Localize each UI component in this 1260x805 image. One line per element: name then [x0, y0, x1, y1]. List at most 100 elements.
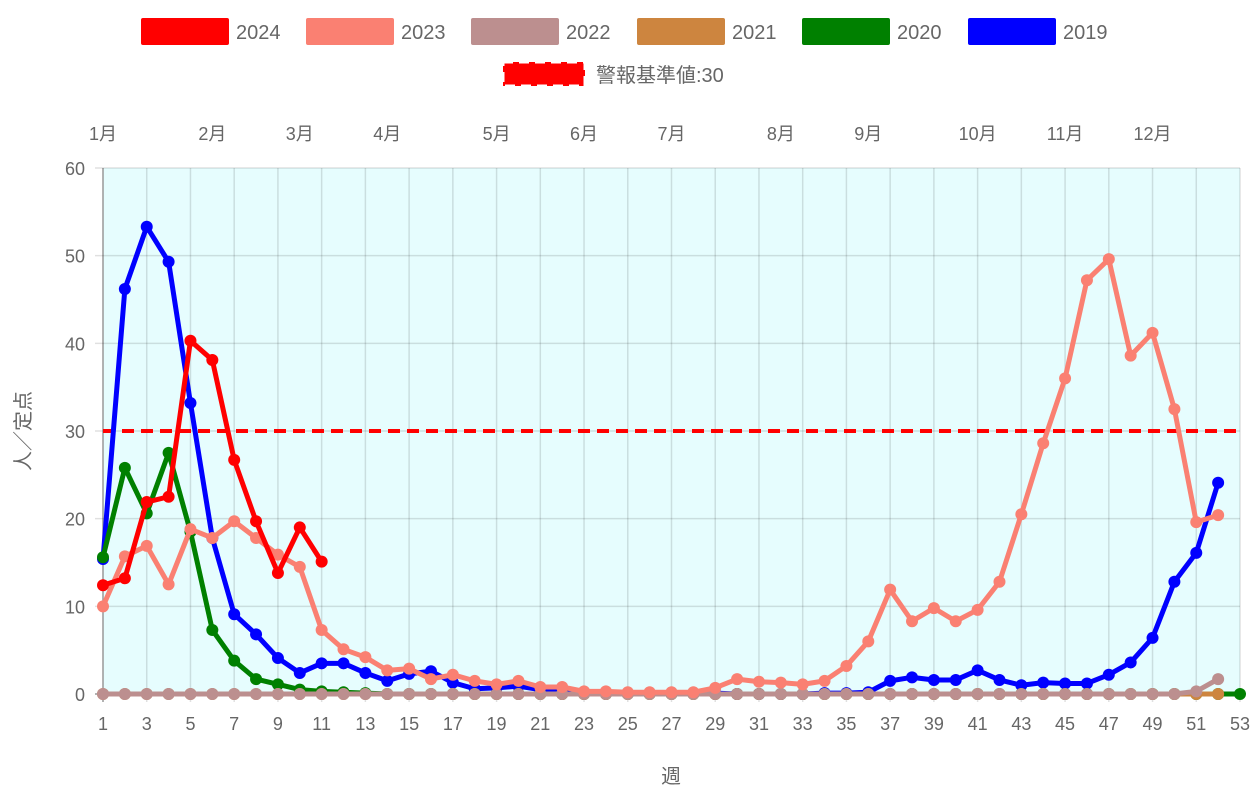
data-point-2022	[906, 688, 919, 700]
data-point-2022	[512, 688, 525, 700]
data-point-2019	[993, 673, 1006, 686]
legend-item-2019: 2019	[968, 18, 1108, 45]
data-point-2019	[1059, 677, 1072, 690]
data-point-2020	[271, 678, 284, 691]
data-point-2023	[184, 523, 197, 536]
data-point-2020	[228, 654, 241, 667]
legend-swatch	[802, 18, 890, 45]
data-point-2023	[884, 583, 897, 596]
data-point-2024	[140, 496, 153, 509]
data-point-2023	[599, 685, 612, 698]
data-point-2019	[1037, 676, 1050, 689]
data-point-2023	[97, 600, 109, 613]
y-tick-label: 30	[65, 422, 85, 442]
data-point-2022	[381, 688, 394, 700]
data-point-2023	[381, 664, 394, 677]
data-point-2024	[206, 353, 219, 366]
data-point-2024	[97, 579, 109, 592]
data-point-2023	[1168, 403, 1181, 416]
data-point-2022	[927, 688, 940, 700]
data-point-2019	[949, 673, 962, 686]
x-tick-label: 49	[1143, 714, 1163, 734]
data-point-2024	[271, 567, 284, 580]
data-point-2023	[337, 643, 350, 656]
data-point-2023	[731, 673, 744, 686]
data-point-2019	[315, 657, 328, 670]
data-point-2023	[1212, 509, 1225, 522]
data-point-2023	[424, 673, 437, 686]
data-point-2022	[818, 688, 831, 700]
x-tick-label: 37	[880, 714, 900, 734]
month-label: 3月	[286, 124, 314, 144]
x-tick-label: 33	[793, 714, 813, 734]
data-point-2023	[1037, 437, 1050, 450]
data-point-2019	[162, 255, 175, 268]
data-point-2022	[840, 688, 853, 700]
data-point-2022	[1168, 688, 1181, 700]
data-point-2022	[271, 688, 284, 700]
data-point-2019	[1080, 677, 1093, 690]
data-point-2020	[118, 461, 131, 474]
x-tick-label: 5	[185, 714, 195, 734]
legend-swatch	[471, 18, 559, 45]
data-point-2023	[752, 675, 765, 688]
data-point-2022	[228, 688, 241, 700]
data-point-2024	[315, 555, 328, 568]
data-point-2019	[1124, 656, 1137, 669]
series-2023	[97, 253, 1225, 699]
month-label: 2月	[198, 124, 226, 144]
legend-label: 2022	[566, 22, 611, 44]
data-point-2023	[534, 680, 547, 693]
y-tick-label: 40	[65, 334, 85, 354]
data-point-2023	[643, 686, 656, 699]
data-point-2021	[1212, 688, 1225, 700]
data-point-2023	[556, 680, 569, 693]
data-point-2022	[993, 688, 1006, 700]
data-point-2024	[162, 490, 175, 503]
data-point-2023	[315, 624, 328, 637]
legend-item-2022: 2022	[471, 18, 611, 45]
data-point-2019	[293, 666, 306, 679]
month-label: 10月	[959, 124, 997, 144]
x-tick-label: 19	[487, 714, 507, 734]
legend-label: 2023	[401, 22, 446, 44]
month-label: 6月	[570, 124, 598, 144]
data-point-2019	[337, 657, 350, 670]
legend-swatch	[501, 60, 587, 88]
data-point-2023	[1190, 516, 1203, 529]
data-point-2020	[1234, 688, 1246, 700]
data-point-2022	[315, 688, 328, 700]
x-tick-label: 39	[924, 714, 944, 734]
data-point-2024	[250, 515, 263, 528]
data-point-2022	[162, 688, 175, 700]
data-point-2023	[687, 686, 700, 699]
data-point-2019	[927, 673, 940, 686]
data-point-2022	[731, 688, 744, 700]
data-point-2022	[1102, 688, 1115, 700]
x-tick-label: 31	[749, 714, 769, 734]
data-point-2023	[228, 515, 241, 528]
legend-item-2023: 2023	[306, 18, 446, 45]
legend: 2024 2023 2022 2021 2020 2019 警報基準値:30	[141, 18, 1108, 88]
data-point-2022	[293, 688, 306, 700]
data-point-2023	[796, 678, 809, 691]
month-label: 11月	[1047, 124, 1084, 144]
data-point-2022	[949, 688, 962, 700]
data-point-2019	[359, 666, 372, 679]
axes: 1 3 5 7 9 11 13 15 17 19 21 23 25 27 29 31 33 35 37 39 41 43 4…	[65, 124, 1250, 734]
month-label: 4月	[373, 124, 401, 144]
month-label: 7月	[657, 124, 685, 144]
data-point-2019	[381, 674, 394, 687]
data-point-2022	[250, 688, 263, 700]
data-point-2023	[1146, 326, 1159, 339]
data-point-2023	[140, 539, 153, 552]
x-tick-label: 43	[1011, 714, 1031, 734]
data-point-2023	[1124, 349, 1137, 362]
data-point-2019	[250, 628, 263, 641]
data-point-2022	[403, 688, 416, 700]
data-point-2023	[1102, 253, 1115, 266]
legend-swatch	[637, 18, 725, 45]
data-point-2022	[1037, 688, 1050, 700]
data-point-2022	[97, 688, 109, 700]
series-line-2023	[100, 256, 1219, 695]
